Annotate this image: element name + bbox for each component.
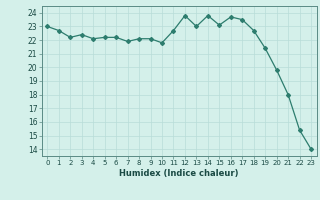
X-axis label: Humidex (Indice chaleur): Humidex (Indice chaleur) [119,169,239,178]
